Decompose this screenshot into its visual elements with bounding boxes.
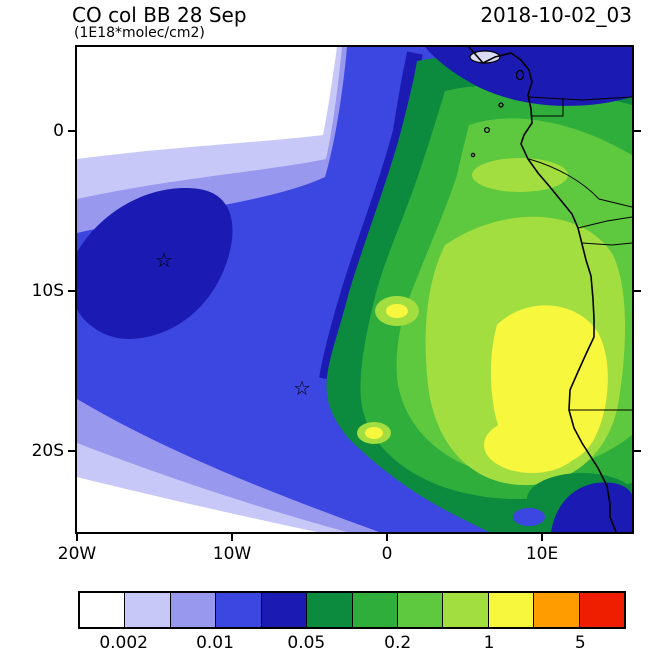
colorbar-cell: [487, 593, 534, 627]
contour-band-1: [365, 304, 608, 473]
y-tick-right-10s: [634, 290, 641, 292]
map-canvas: ☆ ☆: [77, 47, 632, 532]
colorbar-cell: [533, 593, 579, 627]
y-tick-right-0: [634, 130, 641, 132]
star-marker-1: ☆: [155, 248, 173, 272]
y-axis-label-10s: 10S: [31, 281, 64, 301]
colorbar: [78, 591, 626, 629]
y-tick-right-20s: [634, 450, 641, 452]
colorbar-cell: [124, 593, 170, 627]
colorbar-labels: 0.002 0.01 0.05 0.2 1 5: [78, 633, 626, 655]
x-axis-label-10e: 10E: [525, 544, 559, 564]
colorbar-cell: [306, 593, 352, 627]
colorbar-cell: [351, 593, 397, 627]
colorbar-cell: [578, 593, 625, 627]
colorbar-label-005: 0.05: [287, 633, 326, 653]
y-tick-left-20s: [68, 450, 75, 452]
y-axis-label-0: 0: [53, 121, 64, 141]
colorbar-label-5: 5: [574, 633, 586, 653]
colorbar-label-001: 0.01: [196, 633, 234, 653]
y-tick-left-10s: [68, 290, 75, 292]
colorbar-cell: [260, 593, 307, 627]
colorbar-label-0002: 0.002: [99, 633, 148, 653]
islands: [470, 69, 525, 158]
page-title: CO col BB 28 Sep: [72, 3, 247, 27]
x-tick-10w: [231, 534, 233, 541]
colorbar-cell: [442, 593, 488, 627]
x-axis-label-10w: 10W: [212, 544, 252, 564]
units-label: (1E18*molec/cm2): [74, 25, 205, 41]
colorbar-cell: [215, 593, 261, 627]
x-axis-label-20w: 20W: [57, 544, 97, 564]
timestamp-label: 2018-10-02_03: [480, 3, 632, 27]
colorbar-cell: [396, 593, 443, 627]
y-tick-left-0: [68, 130, 75, 132]
colorbar-label-02: 0.2: [384, 633, 412, 653]
star-marker-2: ☆: [293, 376, 311, 400]
map-plot: ☆ ☆: [75, 45, 634, 534]
contour-band-002-nw-lobe: [77, 188, 233, 340]
x-tick-0: [386, 534, 388, 541]
x-tick-20w: [76, 534, 78, 541]
x-axis-label-0: 0: [381, 544, 393, 564]
coast-lagoon-outline: [469, 50, 501, 64]
x-tick-10e: [541, 534, 543, 541]
colorbar-cell: [169, 593, 216, 627]
country-borders: [528, 96, 632, 411]
y-axis-label-20s: 20S: [31, 441, 64, 461]
colorbar-cell: [80, 593, 125, 627]
colorbar-label-1: 1: [483, 633, 495, 653]
